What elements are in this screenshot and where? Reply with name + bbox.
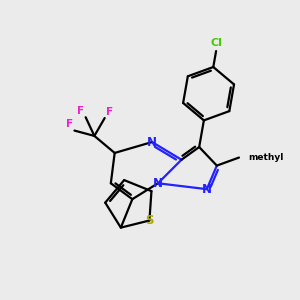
Text: N: N — [147, 136, 157, 148]
Text: Cl: Cl — [210, 38, 222, 48]
Text: F: F — [106, 106, 113, 117]
Text: F: F — [66, 119, 73, 129]
Text: methyl: methyl — [248, 153, 283, 162]
Text: N: N — [202, 183, 212, 196]
Text: N: N — [153, 177, 163, 190]
Text: S: S — [145, 214, 154, 227]
Text: F: F — [77, 106, 84, 116]
